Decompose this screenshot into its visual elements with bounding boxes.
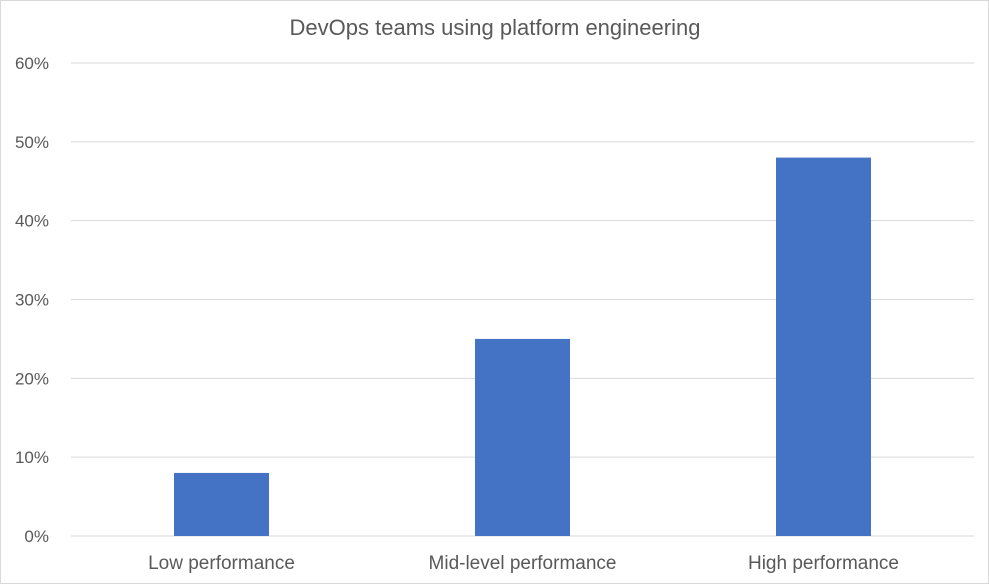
chart-title: DevOps teams using platform engineering bbox=[290, 15, 701, 40]
y-tick-label: 10% bbox=[15, 448, 49, 467]
x-tick-label: Mid-level performance bbox=[429, 553, 617, 574]
bar-low-performance bbox=[174, 472, 269, 536]
y-tick-label: 50% bbox=[15, 133, 49, 152]
y-tick-label: 60% bbox=[15, 54, 49, 73]
y-tick-label: 30% bbox=[15, 291, 49, 310]
y-tick-label: 20% bbox=[15, 369, 49, 388]
x-tick-label: High performance bbox=[748, 553, 899, 574]
y-tick-label: 0% bbox=[24, 527, 49, 546]
bar-high-performance bbox=[776, 157, 871, 536]
y-tick-label: 40% bbox=[15, 212, 49, 231]
bar-mid-level-performance bbox=[475, 338, 570, 536]
x-tick-label: Low performance bbox=[148, 553, 295, 574]
